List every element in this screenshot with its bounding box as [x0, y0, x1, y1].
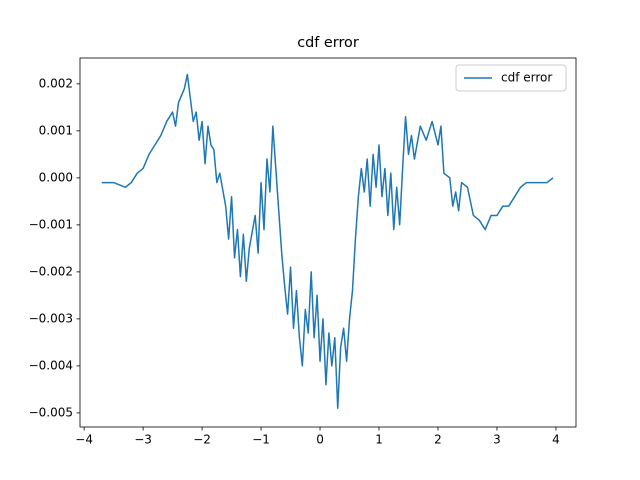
plot-frame [79, 57, 577, 428]
x-tick-label: −4 [75, 433, 93, 447]
y-tick-label: 0.001 [39, 123, 73, 137]
y-tick-label: 0.002 [39, 76, 73, 90]
data-line [101, 73, 554, 409]
legend-box [455, 64, 567, 92]
x-tick-label: 4 [552, 433, 560, 447]
y-tick-label: 0.000 [39, 170, 73, 184]
y-tick-label: −0.004 [29, 358, 73, 372]
legend-label: cdf error [501, 71, 552, 85]
x-tick-label: 1 [375, 433, 383, 447]
x-tick-label: 0 [316, 433, 324, 447]
x-tick-label: −3 [134, 433, 152, 447]
y-tick-label: −0.002 [29, 264, 73, 278]
y-tick-label: −0.005 [29, 405, 73, 419]
x-tick-label: −2 [193, 433, 211, 447]
y-tick-label: −0.001 [29, 217, 73, 231]
x-tick-label: 3 [493, 433, 501, 447]
x-tick-label: −1 [252, 433, 270, 447]
x-tick-label: 2 [434, 433, 442, 447]
y-tick-label: −0.003 [29, 311, 73, 325]
chart-title: cdf error [297, 35, 359, 51]
